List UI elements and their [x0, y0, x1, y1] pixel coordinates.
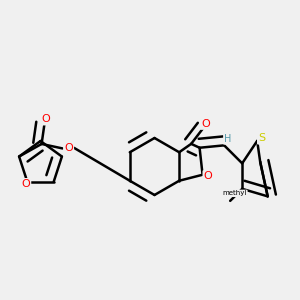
Text: S: S — [258, 134, 265, 143]
Text: O: O — [204, 171, 212, 181]
Text: O: O — [42, 114, 50, 124]
Text: O: O — [64, 143, 73, 153]
Text: methyl: methyl — [223, 190, 247, 196]
Text: H: H — [224, 134, 232, 144]
Text: O: O — [201, 119, 210, 129]
Text: O: O — [21, 179, 30, 189]
